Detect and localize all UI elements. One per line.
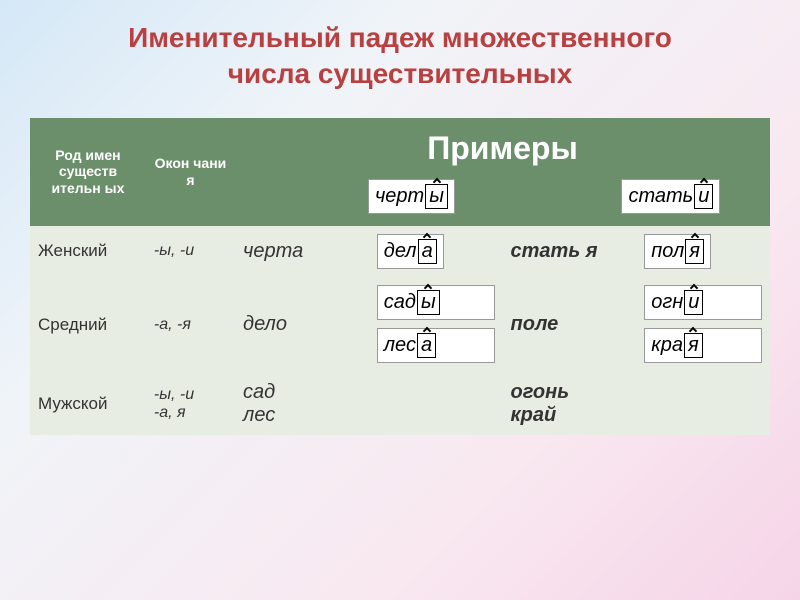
header-morph-1: черты <box>368 179 455 214</box>
fem-word2: стать я <box>503 226 637 277</box>
masc-word2: огонь край <box>503 373 637 435</box>
masc-morph2-cell <box>636 373 770 435</box>
masc-morph2b: края <box>644 328 762 363</box>
fem-word1: черта <box>235 226 369 277</box>
table-row: Средний -а, -я дело сады леса поле огни … <box>30 277 770 373</box>
neut-endings: -а, -я <box>146 277 235 373</box>
neut-gender: Средний <box>30 277 146 373</box>
page-title: Именительный падеж множественного числа … <box>30 20 770 93</box>
title-line-2: числа существительных <box>228 58 573 89</box>
title-line-1: Именительный падеж множественного <box>128 22 672 53</box>
masc-gender: Мужской <box>30 373 146 435</box>
table-row: Женский -ы, -и черта дела стать я поля <box>30 226 770 277</box>
masc-morph1-cell <box>369 373 503 435</box>
header-examples: Примеры черты статьи <box>235 118 770 226</box>
fem-gender: Женский <box>30 226 146 277</box>
masc-word1: сад лес <box>235 373 369 435</box>
neut-word2: поле <box>503 277 637 373</box>
masc-morph2a: огни <box>644 285 762 320</box>
masc-morph1a: сады <box>377 285 495 320</box>
masc-endings: -ы, -и -а, я <box>146 373 235 435</box>
neut-morph1-cell: сады леса <box>369 277 503 373</box>
neut-morph2: поля <box>644 234 711 269</box>
fem-morph1-cell: дела <box>369 226 503 277</box>
header-endings: Окон чани я <box>146 118 235 226</box>
neut-morph2-cell: огни края <box>636 277 770 373</box>
table-row: Мужской -ы, -и -а, я сад лес огонь край <box>30 373 770 435</box>
header-morph-2: статьи <box>621 179 720 214</box>
neut-morph1: дела <box>377 234 444 269</box>
grammar-table: Род имен существ ительн ых Окон чани я П… <box>30 118 770 435</box>
header-examples-text: Примеры <box>243 130 762 167</box>
neut-word1: дело <box>235 277 369 373</box>
fem-endings: -ы, -и <box>146 226 235 277</box>
masc-morph1b: леса <box>377 328 495 363</box>
header-gender: Род имен существ ительн ых <box>30 118 146 226</box>
fem-morph2-cell: поля <box>636 226 770 277</box>
